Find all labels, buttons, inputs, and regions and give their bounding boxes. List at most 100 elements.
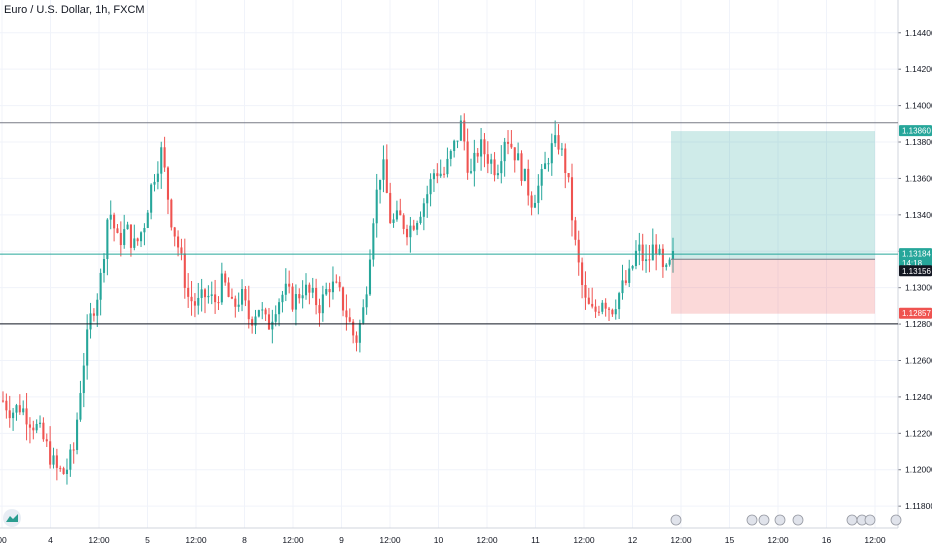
candle-body[interactable] bbox=[648, 259, 651, 261]
candle-body[interactable] bbox=[15, 405, 18, 413]
candle-body[interactable] bbox=[281, 294, 284, 303]
candle-body[interactable] bbox=[490, 159, 493, 164]
candle-body[interactable] bbox=[365, 294, 368, 308]
candle-body[interactable] bbox=[52, 455, 55, 465]
candle-body[interactable] bbox=[190, 296, 193, 302]
candle-body[interactable] bbox=[658, 248, 661, 255]
candle-body[interactable] bbox=[119, 232, 122, 246]
candle-body[interactable] bbox=[321, 294, 324, 314]
candle-body[interactable] bbox=[604, 302, 607, 309]
candle-body[interactable] bbox=[456, 140, 459, 142]
candle-body[interactable] bbox=[574, 220, 577, 240]
candle-body[interactable] bbox=[5, 400, 8, 411]
candle-body[interactable] bbox=[335, 281, 338, 283]
candle-body[interactable] bbox=[496, 173, 499, 176]
candle-body[interactable] bbox=[618, 293, 621, 310]
candle-body[interactable] bbox=[560, 148, 563, 150]
candle-body[interactable] bbox=[480, 139, 483, 157]
candle-body[interactable] bbox=[244, 288, 247, 301]
candle-body[interactable] bbox=[517, 153, 520, 161]
candle-body[interactable] bbox=[372, 223, 375, 260]
candle-body[interactable] bbox=[291, 286, 294, 310]
candle-body[interactable] bbox=[379, 179, 382, 190]
candle-body[interactable] bbox=[523, 168, 526, 181]
candle-body[interactable] bbox=[49, 441, 52, 465]
candle-body[interactable] bbox=[99, 272, 102, 300]
candle-body[interactable] bbox=[611, 309, 614, 315]
candle-body[interactable] bbox=[146, 212, 149, 229]
candle-body[interactable] bbox=[25, 408, 28, 425]
candle-body[interactable] bbox=[547, 163, 550, 165]
candle-body[interactable] bbox=[530, 195, 533, 208]
candle-body[interactable] bbox=[584, 285, 587, 298]
profit-zone[interactable] bbox=[671, 131, 875, 260]
candle-body[interactable] bbox=[385, 159, 388, 193]
candle-body[interactable] bbox=[655, 244, 658, 255]
candle-body[interactable] bbox=[503, 141, 506, 162]
candle-body[interactable] bbox=[645, 259, 648, 262]
candle-body[interactable] bbox=[257, 310, 260, 317]
candle-body[interactable] bbox=[217, 302, 220, 304]
candle-body[interactable] bbox=[129, 224, 132, 248]
candle-body[interactable] bbox=[116, 228, 119, 233]
candle-body[interactable] bbox=[35, 423, 38, 431]
candle-body[interactable] bbox=[581, 262, 584, 286]
candle-body[interactable] bbox=[473, 152, 476, 172]
candle-body[interactable] bbox=[301, 295, 304, 299]
candle-body[interactable] bbox=[634, 250, 638, 267]
candle-body[interactable] bbox=[591, 303, 594, 307]
candle-body[interactable] bbox=[318, 305, 321, 314]
candle-body[interactable] bbox=[540, 168, 543, 186]
candle-body[interactable] bbox=[328, 288, 331, 293]
candle-body[interactable] bbox=[234, 298, 237, 307]
candle-body[interactable] bbox=[92, 313, 95, 316]
candle-body[interactable] bbox=[375, 189, 378, 224]
candle-body[interactable] bbox=[577, 239, 580, 263]
candle-body[interactable] bbox=[520, 153, 523, 181]
candle-body[interactable] bbox=[432, 173, 435, 180]
candle-body[interactable] bbox=[160, 147, 163, 174]
candle-body[interactable] bbox=[422, 203, 425, 217]
candle-body[interactable] bbox=[150, 184, 153, 213]
candle-body[interactable] bbox=[96, 299, 99, 316]
economic-event-icon[interactable] bbox=[890, 514, 902, 526]
candle-body[interactable] bbox=[113, 214, 116, 229]
candle-body[interactable] bbox=[254, 316, 257, 326]
candle-body[interactable] bbox=[628, 268, 631, 283]
candle-body[interactable] bbox=[331, 281, 334, 293]
candle-body[interactable] bbox=[28, 424, 31, 428]
candle-body[interactable] bbox=[109, 214, 112, 220]
candle-body[interactable] bbox=[247, 300, 250, 320]
candle-body[interactable] bbox=[486, 154, 489, 164]
economic-event-icon[interactable] bbox=[846, 514, 858, 526]
candle-body[interactable] bbox=[12, 412, 15, 419]
economic-event-icon[interactable] bbox=[792, 514, 804, 526]
candle-body[interactable] bbox=[315, 287, 318, 306]
candle-body[interactable] bbox=[405, 228, 409, 238]
candle-body[interactable] bbox=[358, 323, 361, 343]
candle-body[interactable] bbox=[261, 309, 264, 311]
candle-body[interactable] bbox=[429, 179, 432, 195]
candle-body[interactable] bbox=[463, 120, 466, 142]
candle-body[interactable] bbox=[597, 311, 600, 313]
candle-body[interactable] bbox=[102, 258, 106, 273]
candle-body[interactable] bbox=[126, 224, 129, 230]
candle-body[interactable] bbox=[601, 302, 604, 312]
candle-body[interactable] bbox=[544, 163, 547, 169]
candle-body[interactable] bbox=[533, 202, 537, 208]
candle-body[interactable] bbox=[210, 294, 213, 296]
candle-body[interactable] bbox=[624, 280, 627, 283]
candle-body[interactable] bbox=[493, 159, 496, 176]
candle-body[interactable] bbox=[631, 266, 634, 269]
economic-event-icon[interactable] bbox=[864, 514, 876, 526]
candle-body[interactable] bbox=[304, 284, 308, 296]
candle-body[interactable] bbox=[106, 219, 109, 259]
candle-body[interactable] bbox=[311, 287, 314, 293]
candle-body[interactable] bbox=[308, 284, 311, 293]
candle-body[interactable] bbox=[412, 225, 415, 230]
candle-body[interactable] bbox=[638, 244, 641, 251]
tradingview-logo-icon[interactable] bbox=[3, 509, 21, 527]
candle-body[interactable] bbox=[668, 259, 671, 265]
economic-event-icon[interactable] bbox=[746, 514, 758, 526]
